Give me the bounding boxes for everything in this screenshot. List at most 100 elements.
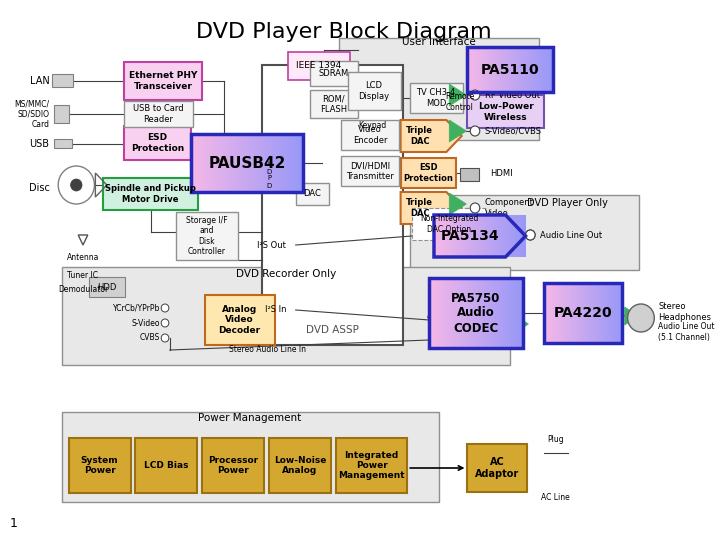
Text: ESD
Protection: ESD Protection <box>403 163 453 183</box>
FancyBboxPatch shape <box>269 438 331 493</box>
Text: Spindle and Pickup
Motor Drive: Spindle and Pickup Motor Drive <box>105 184 196 204</box>
FancyBboxPatch shape <box>89 277 125 297</box>
Text: HDD: HDD <box>97 282 117 292</box>
Text: ESD
Protection: ESD Protection <box>131 133 184 153</box>
Text: Ethernet PHY
Transceiver: Ethernet PHY Transceiver <box>129 71 197 91</box>
Circle shape <box>470 126 480 136</box>
Text: Video
Encoder: Video Encoder <box>353 125 387 145</box>
Text: DAC: DAC <box>303 190 321 199</box>
Text: RF Video Out: RF Video Out <box>485 91 539 99</box>
Circle shape <box>161 334 168 342</box>
Text: Tuner IC: Tuner IC <box>68 271 99 280</box>
Circle shape <box>526 230 535 240</box>
Polygon shape <box>508 225 523 245</box>
Text: PA5750
Audio
CODEC: PA5750 Audio CODEC <box>451 292 500 334</box>
FancyBboxPatch shape <box>124 126 191 160</box>
Polygon shape <box>449 84 467 106</box>
Polygon shape <box>449 120 467 142</box>
FancyBboxPatch shape <box>53 74 73 87</box>
FancyBboxPatch shape <box>124 62 202 100</box>
Circle shape <box>526 230 535 240</box>
FancyBboxPatch shape <box>400 158 456 188</box>
Text: Non-Integrated
DAC Option: Non-Integrated DAC Option <box>420 214 478 234</box>
Circle shape <box>470 203 480 213</box>
Text: User Interface: User Interface <box>402 37 476 47</box>
Text: TV CH3-4
MOD: TV CH3-4 MOD <box>416 89 456 107</box>
Text: AC Line: AC Line <box>541 494 570 503</box>
Polygon shape <box>400 192 462 224</box>
FancyBboxPatch shape <box>68 438 130 493</box>
Text: Antenna: Antenna <box>67 253 99 262</box>
Text: Processor
Power: Processor Power <box>208 456 258 475</box>
Text: S-Video: S-Video <box>132 319 161 327</box>
Text: DVD Player Block Diagram: DVD Player Block Diagram <box>196 22 491 42</box>
Text: Integrated
Power
Management: Integrated Power Management <box>338 450 405 481</box>
FancyBboxPatch shape <box>176 212 238 260</box>
Text: Storage I/F
and
Disk
Controller: Storage I/F and Disk Controller <box>186 216 228 256</box>
FancyBboxPatch shape <box>55 139 71 148</box>
Text: S-Video/CVBS: S-Video/CVBS <box>485 126 541 136</box>
FancyBboxPatch shape <box>467 95 544 128</box>
Text: Audio Line Out: Audio Line Out <box>540 231 602 240</box>
FancyBboxPatch shape <box>310 61 358 86</box>
Text: ROM/
FLASH: ROM/ FLASH <box>320 94 347 114</box>
Text: Disc: Disc <box>29 183 50 193</box>
Bar <box>429 278 523 348</box>
Text: I²S Out: I²S Out <box>257 240 286 249</box>
FancyBboxPatch shape <box>460 168 479 181</box>
FancyBboxPatch shape <box>135 438 197 493</box>
Text: System
Power: System Power <box>81 456 119 475</box>
Bar <box>467 47 553 92</box>
Text: DVD Player Only: DVD Player Only <box>527 198 608 208</box>
Text: Triple
DAC: Triple DAC <box>406 198 433 218</box>
Text: Demodulator: Demodulator <box>58 286 108 294</box>
Polygon shape <box>625 307 638 325</box>
FancyBboxPatch shape <box>205 295 275 345</box>
Bar <box>191 134 303 192</box>
Text: PA5110: PA5110 <box>481 63 539 77</box>
Circle shape <box>58 166 94 204</box>
Polygon shape <box>515 315 528 333</box>
FancyBboxPatch shape <box>348 72 400 110</box>
Circle shape <box>71 179 82 191</box>
FancyBboxPatch shape <box>288 52 350 80</box>
Text: USB: USB <box>30 139 50 149</box>
Text: Stereo Audio Line In: Stereo Audio Line In <box>228 346 305 354</box>
Text: Plug: Plug <box>546 435 564 444</box>
Polygon shape <box>449 193 467 215</box>
FancyBboxPatch shape <box>62 412 438 502</box>
Text: Low-Noise
Analog: Low-Noise Analog <box>274 456 326 475</box>
FancyBboxPatch shape <box>202 438 264 493</box>
Text: CVBS: CVBS <box>140 334 161 342</box>
Text: YCrCb/YPrPb: YCrCb/YPrPb <box>113 303 161 313</box>
Text: Low-Power
Wireless: Low-Power Wireless <box>477 102 534 122</box>
FancyBboxPatch shape <box>296 183 329 205</box>
FancyBboxPatch shape <box>55 105 68 123</box>
Text: Triple
DAC: Triple DAC <box>406 126 433 146</box>
Text: LCD Bias: LCD Bias <box>144 461 189 470</box>
FancyBboxPatch shape <box>341 156 399 186</box>
Text: PA5134: PA5134 <box>441 229 500 243</box>
Circle shape <box>161 304 168 312</box>
FancyBboxPatch shape <box>62 267 510 365</box>
FancyBboxPatch shape <box>410 195 639 270</box>
FancyBboxPatch shape <box>310 90 358 118</box>
Text: 1: 1 <box>9 517 17 530</box>
Text: DVD Recorder Only: DVD Recorder Only <box>236 269 336 279</box>
Text: DVI/HDMI
Transmitter: DVI/HDMI Transmitter <box>346 161 394 181</box>
Text: DVD ASSP: DVD ASSP <box>307 325 359 335</box>
Text: SDRAM: SDRAM <box>319 69 349 78</box>
Text: AC
Adaptor: AC Adaptor <box>474 457 519 479</box>
Text: Audio Line Out
(5.1 Channel): Audio Line Out (5.1 Channel) <box>658 322 715 342</box>
Text: Remote
Control: Remote Control <box>445 92 474 112</box>
Text: Stereo
Headphones: Stereo Headphones <box>658 302 711 322</box>
FancyBboxPatch shape <box>103 178 199 210</box>
Text: Component
Video: Component Video <box>485 198 534 218</box>
Text: LCD
Display: LCD Display <box>359 82 390 100</box>
Text: LAN: LAN <box>30 76 50 86</box>
Text: L
D
P
D: L D P D <box>266 161 271 188</box>
Text: Power Management: Power Management <box>198 413 302 423</box>
Text: MS/MMC/
SD/SDIO
Card: MS/MMC/ SD/SDIO Card <box>14 99 50 129</box>
FancyBboxPatch shape <box>124 101 193 127</box>
FancyBboxPatch shape <box>341 120 399 150</box>
